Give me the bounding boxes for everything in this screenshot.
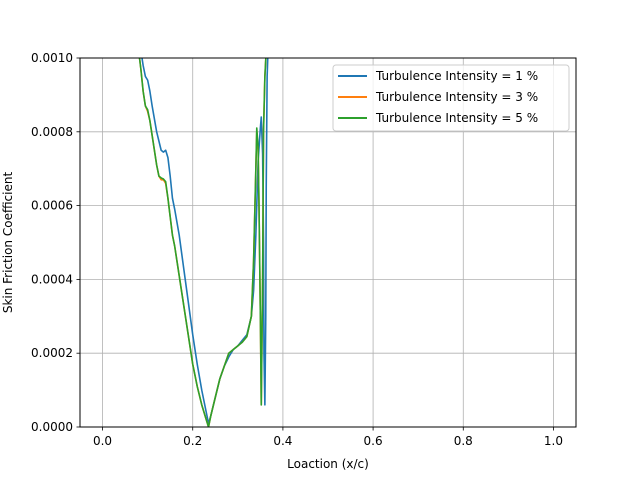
y-tick-label: 0.0000 [31, 420, 73, 434]
legend-box [332, 64, 570, 132]
y-tick-label: 0.0008 [31, 125, 73, 139]
y-tick-label: 0.0004 [31, 272, 73, 286]
y-tick-label: 0.0002 [31, 346, 73, 360]
x-tick-label: 0.2 [183, 434, 202, 448]
y-tick-label: 0.0010 [31, 51, 73, 65]
legend-label-1: Turbulence Intensity = 1 % [375, 69, 538, 83]
x-axis-label: Loaction (x/c) [287, 457, 369, 471]
x-tick-label: 0.8 [454, 434, 473, 448]
x-tick-label: 0.6 [364, 434, 383, 448]
plot-frame [79, 57, 577, 428]
x-tick-label: 0.4 [273, 434, 292, 448]
series-line-3 [138, 58, 267, 427]
y-axis-label: Skin Friction Coefficient [1, 172, 15, 314]
legend-label-2: Turbulence Intensity = 3 % [375, 90, 538, 104]
axis-ticks: 0.0 0.2 0.4 0.6 0.8 1.0 0.0000 0.0002 0.0004 0.00… [31, 51, 563, 448]
x-tick-label: 1.0 [544, 434, 563, 448]
legend-label-3: Turbulence Intensity = 5 % [375, 111, 538, 125]
legend: Turbulence Intensity = 1 % Turbulence In… [332, 64, 570, 132]
x-tick-label: 0.0 [93, 434, 112, 448]
y-tick-label: 0.0006 [31, 199, 73, 213]
series-lines [138, 58, 269, 427]
